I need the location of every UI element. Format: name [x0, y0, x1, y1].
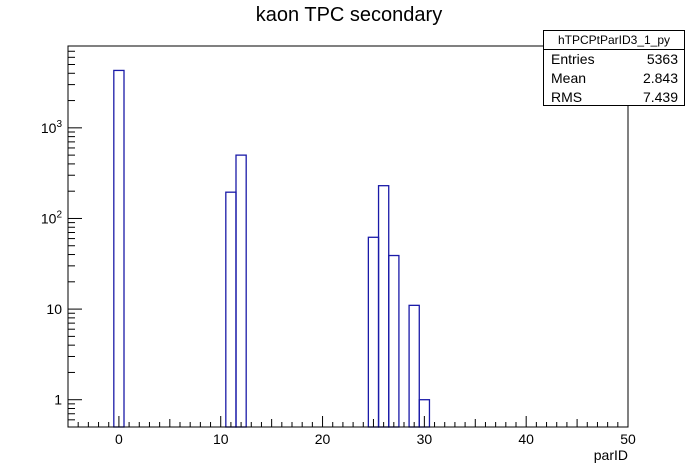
histogram-bar-4 — [377, 185, 390, 428]
stats-box: hTPCPtParID3_1_py Entries 5363 Mean 2.84… — [543, 30, 685, 106]
histogram-bar-6 — [408, 304, 420, 428]
stats-row-rms: RMS 7.439 — [544, 88, 684, 107]
y-tick-label: 1 — [54, 392, 62, 408]
histogram-bars — [113, 69, 431, 428]
x-axis-label: parID — [594, 447, 628, 463]
x-tick-label: 0 — [115, 431, 123, 447]
histogram-bar-0 — [113, 69, 125, 428]
x-tick-label: 10 — [213, 431, 229, 447]
histogram-bar-5 — [388, 254, 400, 428]
y-tick-label: 102 — [41, 209, 63, 226]
stats-mean-label: Mean — [551, 70, 587, 86]
stats-mean-value: 2.843 — [642, 70, 678, 86]
y-tick-label: 10 — [46, 301, 62, 317]
stats-row-entries: Entries 5363 — [544, 50, 684, 69]
y-tick-label: 103 — [41, 119, 63, 136]
histogram-bar-2 — [235, 154, 247, 428]
stats-histogram-name: hTPCPtParID3_1_py — [544, 31, 684, 50]
stats-rms-value: 7.439 — [642, 89, 678, 105]
histogram-bar-1 — [225, 191, 237, 428]
x-axis: 0 10 20 30 40 50 — [67, 416, 636, 447]
stats-entries-value: 5363 — [646, 51, 678, 67]
x-tick-label: 20 — [315, 431, 331, 447]
plot-frame — [67, 45, 629, 428]
histogram-bar-3 — [367, 236, 380, 428]
x-tick-label: 40 — [518, 431, 534, 447]
stats-entries-label: Entries — [551, 51, 595, 67]
x-tick-label: 30 — [417, 431, 433, 447]
chart-title: kaon TPC secondary — [255, 4, 443, 26]
stats-row-mean: Mean 2.843 — [544, 69, 684, 88]
x-tick-label: 50 — [620, 431, 636, 447]
stats-rms-label: RMS — [551, 89, 583, 105]
y-axis: 1 10 102 103 — [41, 45, 82, 428]
